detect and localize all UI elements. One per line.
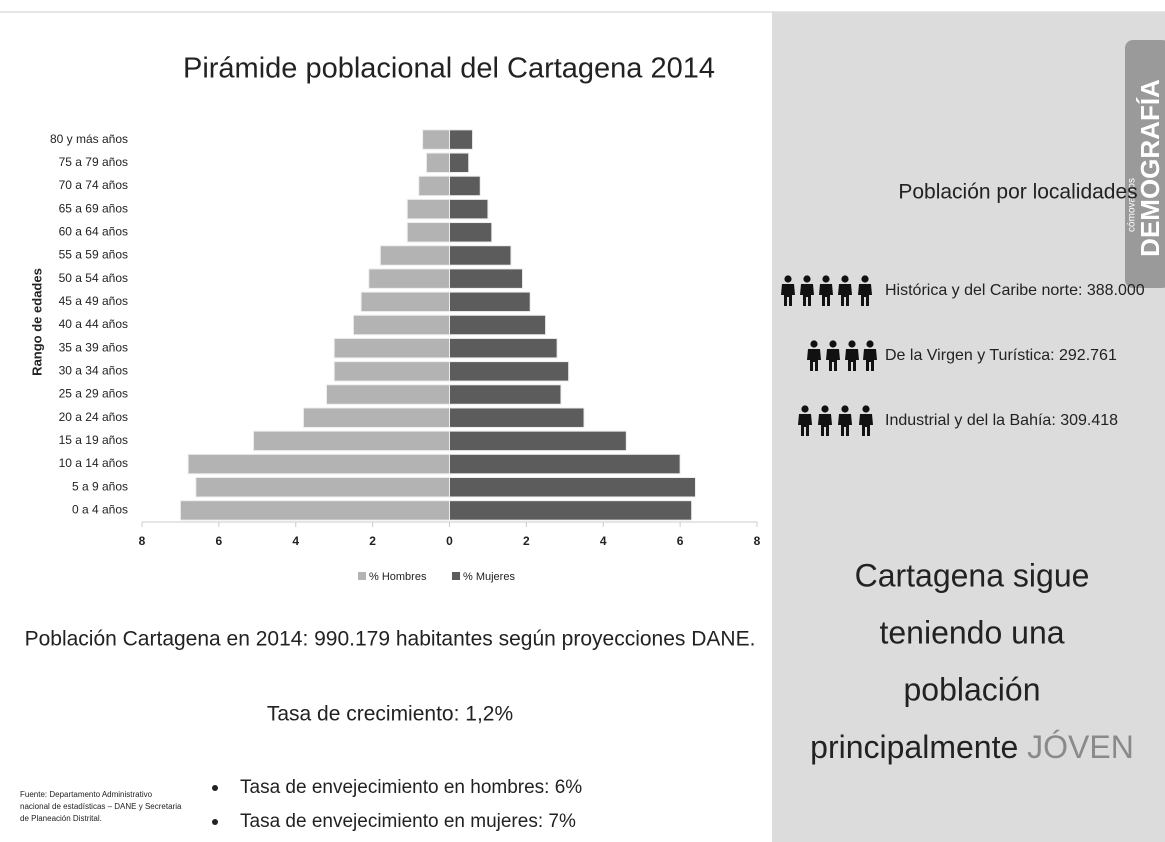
bar bbox=[326, 384, 450, 405]
y-tick-label: 20 a 24 años bbox=[59, 410, 128, 424]
message-highlight: JÓVEN bbox=[1027, 729, 1134, 765]
bar bbox=[449, 384, 562, 405]
bar bbox=[449, 453, 681, 475]
y-tick-label: 75 a 79 años bbox=[59, 155, 128, 169]
y-tick-label: 70 a 74 años bbox=[59, 178, 128, 192]
y-tick-label: 25 a 29 años bbox=[59, 387, 128, 401]
bar bbox=[449, 198, 489, 220]
growth-text: Tasa de crecimiento: 1,2% bbox=[267, 703, 513, 726]
locality-text: Histórica y del Caribe norte: 388.000 bbox=[885, 282, 1145, 299]
message-line: principalmente JÓVEN bbox=[810, 729, 1134, 765]
bar bbox=[252, 430, 450, 452]
x-tick-label: 6 bbox=[677, 534, 684, 548]
bar bbox=[187, 453, 450, 475]
source-text: Fuente: Departamento Administrativo bbox=[20, 790, 153, 799]
bullet bbox=[212, 819, 218, 825]
bullet bbox=[212, 785, 218, 791]
bar bbox=[406, 198, 450, 220]
y-tick-label: 55 a 59 años bbox=[59, 248, 128, 262]
bar bbox=[449, 500, 693, 521]
locality-text: Industrial y del la Bahía: 309.418 bbox=[885, 412, 1118, 429]
x-tick-label: 8 bbox=[139, 534, 146, 548]
message-word: principalmente bbox=[810, 729, 1018, 765]
y-tick-label: 15 a 19 años bbox=[59, 433, 128, 447]
bar bbox=[449, 268, 524, 289]
bar bbox=[418, 175, 450, 197]
x-tick-label: 4 bbox=[292, 534, 299, 548]
bar bbox=[449, 129, 474, 150]
x-tick-label: 2 bbox=[523, 534, 530, 548]
x-tick-label: 6 bbox=[216, 534, 223, 548]
y-tick-label: 45 a 49 años bbox=[59, 294, 128, 308]
bar bbox=[360, 291, 450, 313]
bar bbox=[449, 430, 627, 452]
bar bbox=[449, 291, 531, 313]
section-tab bbox=[1125, 40, 1165, 288]
bar bbox=[449, 175, 481, 197]
x-tick-label: 2 bbox=[369, 534, 376, 548]
bar bbox=[425, 152, 450, 173]
y-axis-label: Rango de edades bbox=[29, 268, 44, 376]
bar bbox=[449, 337, 558, 359]
locality-text: De la Virgen y Turística: 292.761 bbox=[885, 347, 1117, 364]
localities-title: Población por localidades bbox=[898, 181, 1137, 204]
y-tick-label: 0 a 4 años bbox=[72, 503, 128, 517]
x-tick-label: 0 bbox=[446, 534, 453, 548]
bar bbox=[406, 222, 450, 243]
y-tick-label: 5 a 9 años bbox=[72, 479, 128, 493]
message-line: población bbox=[904, 671, 1041, 707]
tab-section: DEMOGRAFÍA bbox=[1135, 79, 1165, 257]
bar bbox=[449, 222, 493, 243]
y-tick-label: 60 a 64 años bbox=[59, 224, 128, 238]
bar bbox=[179, 500, 450, 521]
side-panel bbox=[772, 12, 1165, 842]
bar bbox=[449, 407, 585, 428]
legend-label: % Hombres bbox=[369, 571, 427, 583]
bullet-text: Tasa de envejecimiento en mujeres: 7% bbox=[240, 811, 576, 832]
tab-brand: cómovamos bbox=[1127, 178, 1138, 232]
legend-label: % Mujeres bbox=[463, 571, 515, 583]
bar bbox=[449, 314, 547, 336]
bar bbox=[449, 477, 696, 498]
bar bbox=[379, 245, 450, 266]
bar bbox=[333, 361, 450, 382]
x-tick-label: 4 bbox=[600, 534, 607, 548]
source-text: de Planeación Distrital. bbox=[20, 814, 102, 823]
y-tick-label: 40 a 44 años bbox=[59, 317, 128, 331]
y-tick-label: 65 a 69 años bbox=[59, 201, 128, 215]
bar bbox=[422, 129, 450, 150]
y-tick-label: 35 a 39 años bbox=[59, 340, 128, 354]
y-tick-label: 30 a 34 años bbox=[59, 364, 128, 378]
bar bbox=[302, 407, 450, 428]
bar bbox=[449, 152, 470, 173]
legend-swatch bbox=[452, 572, 460, 580]
bar bbox=[333, 337, 450, 359]
legend-swatch bbox=[358, 572, 366, 580]
y-tick-label: 80 y más años bbox=[50, 132, 128, 146]
bar bbox=[195, 477, 450, 498]
message-line: Cartagena sigue bbox=[855, 557, 1090, 593]
source-text: nacional de estadísticas – DANE y Secret… bbox=[20, 802, 182, 811]
x-tick-label: 8 bbox=[754, 534, 761, 548]
bar bbox=[368, 268, 450, 289]
bullet-text: Tasa de envejecimiento en hombres: 6% bbox=[240, 777, 582, 798]
bar bbox=[449, 245, 512, 266]
chart-title: Pirámide poblacional del Cartagena 2014 bbox=[183, 53, 715, 85]
y-tick-label: 10 a 14 años bbox=[59, 456, 128, 470]
bar bbox=[352, 314, 450, 336]
y-tick-label: 50 a 54 años bbox=[59, 271, 128, 285]
bar bbox=[449, 361, 570, 382]
message-line: teniendo una bbox=[879, 614, 1064, 650]
population-text: Población Cartagena en 2014: 990.179 hab… bbox=[25, 628, 756, 651]
